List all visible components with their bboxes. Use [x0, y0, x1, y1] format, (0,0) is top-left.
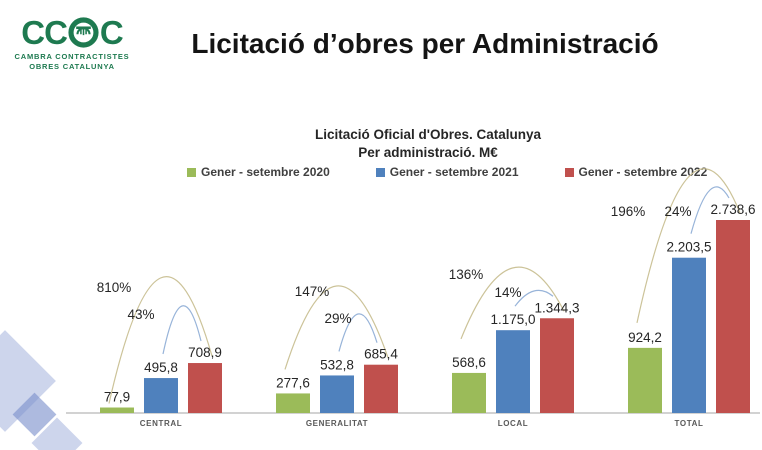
legend-label: Gener - setembre 2022: [578, 165, 708, 179]
bar-total-0: [628, 347, 662, 413]
logo-letter-c: C: [99, 14, 124, 51]
bar-central-2: [188, 363, 222, 413]
growth-arc-2021-2022: [514, 289, 554, 307]
bar-total-1: [672, 257, 706, 413]
value-label: 924,2: [628, 330, 662, 345]
bar-local-2: [540, 318, 574, 413]
category-label: GENERALITAT: [306, 419, 368, 428]
page-title: Licitació d’obres per Administració: [191, 28, 659, 59]
bridge-in-circle-icon: [68, 17, 99, 48]
bar-generalitat-0: [276, 393, 310, 413]
chart-title: Licitació Oficial d'Obres. Catalunya: [314, 127, 542, 142]
ccoc-logo: CC C CAMBRA CONTRACTISTES OBRES CATALUNY…: [8, 16, 136, 72]
growth-arc-2020-2022: [108, 276, 213, 404]
value-label: 277,6: [276, 375, 310, 390]
legend-item-2: Gener - setembre 2022: [564, 165, 708, 179]
growth-label-2021-2022: 43%: [127, 307, 154, 322]
bar-local-1: [496, 330, 530, 413]
growth-label-2020-2022: 136%: [449, 267, 484, 282]
growth-label-2021-2022: 24%: [664, 204, 691, 219]
growth-arc-2020-2022: [460, 266, 565, 340]
growth-label-2021-2022: 14%: [494, 285, 521, 300]
value-label: 495,8: [144, 360, 178, 375]
growth-arc-2020-2022: [636, 168, 741, 323]
value-label: 532,8: [320, 357, 354, 372]
ccoc-logo-acronym: CC C: [8, 16, 136, 49]
chart-title-block: Licitació Oficial d'Obres. Catalunya Per…: [168, 126, 688, 161]
value-label: 2.738,6: [710, 202, 755, 217]
value-label: 1.344,3: [534, 300, 579, 315]
bar-local-0: [452, 372, 486, 413]
growth-arc-2021-2022: [162, 305, 202, 355]
logo-tagline-line1: CAMBRA CONTRACTISTES: [14, 52, 130, 61]
value-label: 568,6: [452, 355, 486, 370]
legend-item-1: Gener - setembre 2021: [375, 165, 519, 179]
legend-swatch: [564, 167, 574, 177]
value-label: 708,9: [188, 345, 222, 360]
growth-label-2020-2022: 810%: [97, 280, 132, 295]
legend-label: Gener - setembre 2020: [201, 165, 330, 179]
bar-generalitat-1: [320, 375, 354, 413]
value-label: 2.203,5: [666, 240, 711, 255]
legend-swatch: [187, 167, 196, 177]
growth-label-2021-2022: 29%: [324, 311, 351, 326]
logo-tagline-line2: OBRES CATALUNYA: [29, 61, 115, 71]
category-label: CENTRAL: [140, 419, 182, 428]
category-label: LOCAL: [498, 419, 529, 428]
logo-letters-cc: CC: [21, 14, 68, 51]
growth-label-2020-2022: 196%: [611, 204, 646, 219]
value-label: 1.175,0: [490, 312, 535, 327]
growth-arc-2021-2022: [690, 186, 730, 234]
legend-label: Gener - setembre 2021: [389, 165, 519, 179]
chart-subtitle: Per administració. M€: [358, 144, 498, 160]
bar-total-2: [716, 220, 750, 413]
growth-arc-2021-2022: [338, 313, 378, 352]
chart-legend: Gener - setembre 2020 Gener - setembre 20…: [187, 165, 707, 179]
growth-arc-2020-2022: [284, 285, 389, 370]
legend-item-0: Gener - setembre 2020: [187, 165, 330, 179]
bar-central-1: [144, 378, 178, 413]
legend-swatch: [375, 167, 385, 177]
growth-label-2020-2022: 147%: [295, 284, 330, 299]
category-label: TOTAL: [675, 419, 704, 428]
bar-central-0: [100, 407, 134, 413]
bar-generalitat-2: [364, 364, 398, 413]
value-label: 685,4: [364, 347, 398, 362]
value-label: 77,9: [104, 390, 130, 405]
